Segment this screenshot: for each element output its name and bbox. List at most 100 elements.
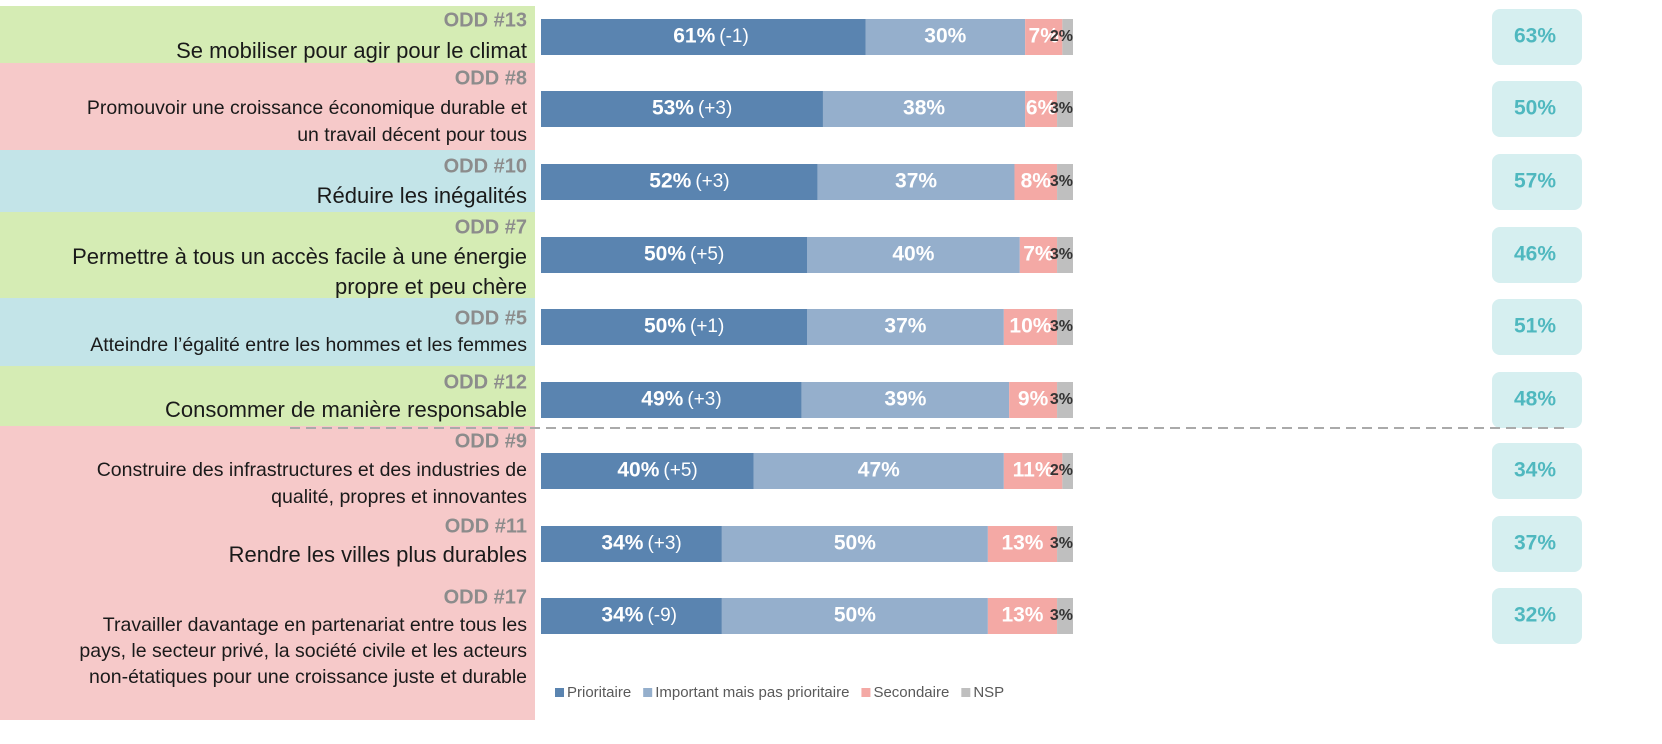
legend-label: Important mais pas prioritaire (655, 684, 849, 701)
badge (1492, 443, 1582, 499)
value-label: 37% (884, 315, 926, 338)
badge-label: 37% (1514, 532, 1556, 555)
change-label: (+3) (695, 171, 729, 192)
bar-segment (865, 19, 1026, 55)
bar-segment (1003, 309, 1058, 345)
badge-label: 50% (1514, 97, 1556, 120)
value-label: 50% (834, 604, 876, 627)
value-label: 34% (601, 532, 643, 555)
legend-swatch (555, 688, 564, 697)
badge-label: 51% (1514, 315, 1556, 338)
change-label: (-1) (719, 26, 749, 47)
badge-label: 57% (1514, 170, 1556, 193)
value-label: 40% (617, 459, 659, 482)
bar-segment (1025, 19, 1063, 55)
odd-label: ODD #11 (445, 515, 527, 537)
odd-description: Construire des infrastructures et des in… (97, 459, 527, 481)
legend-swatch (961, 688, 971, 697)
change-label: (+3) (698, 98, 732, 119)
value-label: 50% (644, 315, 686, 338)
badge (1492, 9, 1582, 65)
change-label: (+3) (647, 533, 681, 554)
value-label: 50% (834, 532, 876, 555)
row-background (0, 366, 535, 426)
badge-label: 63% (1514, 25, 1556, 48)
value-label: 53% (652, 97, 694, 120)
odd-description: Rendre les villes plus durables (229, 542, 527, 567)
bar-segment (1057, 598, 1073, 634)
odd-label: ODD #12 (444, 371, 527, 393)
bar-segment (541, 164, 818, 200)
value-label: 7% (1023, 243, 1054, 266)
value-label: 37% (895, 170, 937, 193)
badge (1492, 81, 1582, 137)
odd-description: Consommer de manière responsable (165, 397, 527, 422)
bar-segment (1057, 382, 1073, 418)
value-label: 38% (903, 97, 945, 120)
row-background (0, 426, 535, 512)
odd-description: qualité, propres et innovantes (271, 486, 527, 508)
odd-label: ODD #10 (444, 155, 527, 177)
value-label: 50% (644, 243, 686, 266)
legend-label: NSP (973, 684, 1004, 701)
value-label: 6% (1026, 97, 1057, 120)
bar-segment (807, 309, 1004, 345)
bar-segment (1009, 382, 1058, 418)
value-label: 3% (1050, 318, 1073, 335)
badge-label: 34% (1514, 459, 1556, 482)
bar-segment (541, 237, 807, 273)
legend-swatch (861, 688, 871, 697)
value-label: 61% (673, 25, 715, 48)
odd-description: Permettre à tous un accès facile à une é… (72, 244, 527, 269)
bar-segment (541, 382, 802, 418)
row-background (0, 575, 535, 720)
bar-segment (541, 453, 754, 489)
badge (1492, 227, 1582, 283)
bar-segment (987, 598, 1058, 634)
odd-label: ODD #5 (455, 307, 527, 329)
change-label: (+3) (687, 389, 721, 410)
value-label: 2% (1050, 462, 1073, 479)
row-background (0, 6, 535, 63)
value-label: 40% (892, 243, 934, 266)
bar-segment (541, 526, 722, 562)
change-label: (+1) (690, 316, 724, 337)
value-label: 10% (1009, 315, 1051, 338)
badge-label: 32% (1514, 604, 1556, 627)
bar-segment (987, 526, 1058, 562)
value-label: 3% (1050, 607, 1073, 624)
row-background (0, 298, 535, 366)
row-background (0, 512, 535, 575)
value-label: 3% (1050, 246, 1073, 263)
badge-label: 46% (1514, 243, 1556, 266)
value-label: 52% (649, 170, 691, 193)
value-label: 34% (601, 604, 643, 627)
bar-segment (1057, 526, 1073, 562)
value-label: 3% (1050, 173, 1073, 190)
bar-segment (753, 453, 1004, 489)
value-label: 3% (1050, 535, 1073, 552)
value-label: 9% (1018, 388, 1049, 411)
value-label: 11% (1013, 459, 1054, 482)
odd-label: ODD #8 (455, 67, 527, 89)
value-label: 2% (1050, 28, 1073, 45)
legend-label: Secondaire (873, 684, 949, 701)
odd-description: Atteindre l’égalité entre les hommes et … (90, 334, 527, 356)
row-background (0, 63, 535, 150)
odd-label: ODD #17 (444, 586, 527, 608)
odd-description: Se mobiliser pour agir pour le climat (176, 38, 527, 63)
odd-description: un travail décent pour tous (297, 124, 527, 146)
bar-segment (801, 382, 1010, 418)
value-label: 13% (1001, 532, 1043, 555)
badge (1492, 299, 1582, 355)
bar-segment (541, 598, 722, 634)
value-label: 8% (1021, 170, 1052, 193)
value-label: 39% (884, 388, 926, 411)
value-label: 47% (858, 459, 900, 482)
odd-description: non-étatiques pour une croissance juste … (89, 666, 527, 688)
bar-segment (541, 91, 823, 127)
value-label: 13% (1001, 604, 1043, 627)
bar-segment (807, 237, 1020, 273)
bar-segment (721, 526, 988, 562)
odd-description: propre et peu chère (335, 274, 527, 299)
